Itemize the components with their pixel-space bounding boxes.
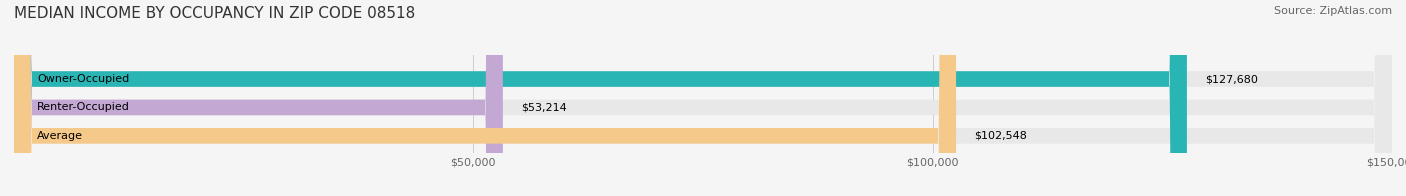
FancyBboxPatch shape	[14, 0, 503, 196]
FancyBboxPatch shape	[14, 0, 1187, 196]
Text: Owner-Occupied: Owner-Occupied	[37, 74, 129, 84]
FancyBboxPatch shape	[14, 0, 956, 196]
Text: $53,214: $53,214	[522, 103, 567, 113]
Text: Average: Average	[37, 131, 83, 141]
Text: $102,548: $102,548	[974, 131, 1028, 141]
Text: $127,680: $127,680	[1205, 74, 1258, 84]
FancyBboxPatch shape	[14, 0, 1392, 196]
Text: Renter-Occupied: Renter-Occupied	[37, 103, 129, 113]
Text: MEDIAN INCOME BY OCCUPANCY IN ZIP CODE 08518: MEDIAN INCOME BY OCCUPANCY IN ZIP CODE 0…	[14, 6, 415, 21]
Text: Source: ZipAtlas.com: Source: ZipAtlas.com	[1274, 6, 1392, 16]
FancyBboxPatch shape	[14, 0, 1392, 196]
FancyBboxPatch shape	[14, 0, 1392, 196]
